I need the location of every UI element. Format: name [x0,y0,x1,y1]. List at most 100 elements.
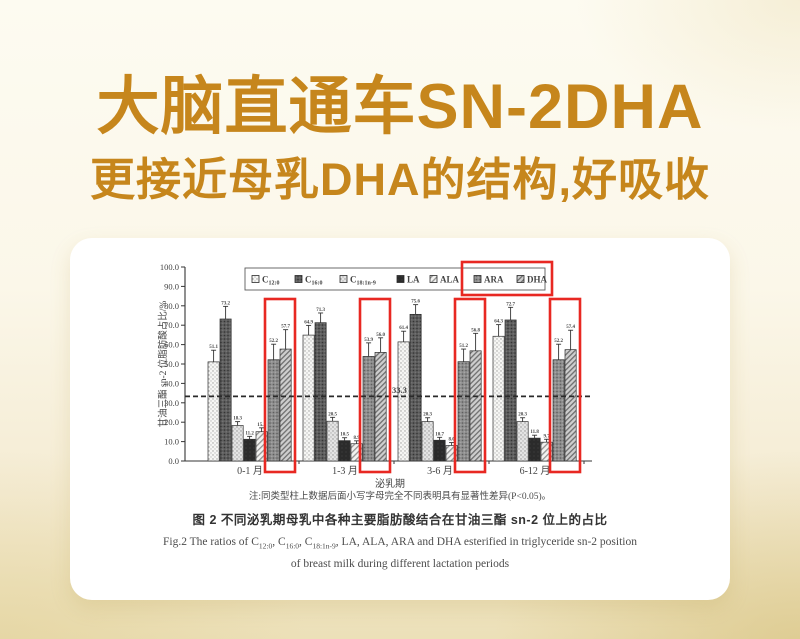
y-tick-label: 50.0 [164,359,179,369]
legend-box [244,267,546,291]
legend-marker-LA [396,275,405,283]
bar-C12:0 [302,334,315,462]
headline-sub: 更接近母乳DHA的结构,好吸收 [90,154,710,205]
bar-value-label: 11.8 [530,430,539,435]
bar-value-label: 56.8 [471,328,480,333]
bar-value-label: 57.7 [281,325,290,330]
headline-main: 大脑直通车SN-2DHA [96,72,704,142]
bar-C16:0 [219,318,232,462]
y-tick-label: 90.0 [164,281,179,291]
x-category-label: 3-6 月 [427,465,453,477]
bar-C16:0 [314,322,327,462]
bar-value-label: 64.3 [494,320,503,325]
y-tick-label: 10.0 [164,437,179,447]
bar-value-label: 51.1 [209,345,218,350]
legend-label-DHA: DHA [527,275,548,285]
bar-value-label: 75.6 [411,300,420,305]
bar-value-label: 52.2 [269,339,278,344]
bar-DHA [469,350,482,462]
x-axis-title: 泌乳期 [375,477,405,490]
y-tick-label: 60.0 [164,340,179,350]
legend-marker-ARA [473,275,482,283]
figure-caption-zh: 图 2 不同泌乳期母乳中各种主要脂肪酸结合在甘油三酯 sn-2 位上的占比 [192,513,608,527]
figure-note: 注:同类型柱上数据后面小写字母完全不同表明具有显著性差异(P<0.05)。 [248,492,552,502]
bar-ARA [362,356,375,462]
y-tick-label: 30.0 [164,398,179,408]
highlight-box-bars [548,297,582,474]
bar-value-label: 51.2 [459,344,468,349]
legend-label-ARA: ARA [484,275,504,285]
lactation-fatty-acid-bar-chart: 0.0 10.0 20.0 30.0 40.0 50.0 60.0 70.0 80.0 90.0 1… [157,260,592,490]
legend-marker-C16:0 [294,275,303,283]
highlight-box-bars [453,297,487,474]
bar-value-label: 8.9 [353,436,360,441]
y-tick-label: 0.0 [168,456,179,466]
y-tick-label: 20.0 [164,417,179,427]
bar-LA [528,437,541,462]
legend-label-C18:1n-9: C18:1n-9 [350,275,376,287]
bar-DHA [279,348,292,462]
figure-caption-en-line1: Fig.2 The ratios of C12:0, C16:0, C18:1n… [162,536,637,551]
bar-C18:1n-9 [231,425,244,462]
bar-value-label: 20.3 [518,413,527,418]
bar-value-label: 10.7 [435,432,444,437]
legend-marker-DHA [516,275,525,283]
y-tick-label: 100.0 [160,262,179,272]
y-tick-label: 80.0 [164,301,179,311]
bar-ALA [350,443,363,462]
bar-ARA [267,359,280,462]
bar-value-label: 15.1 [257,423,266,428]
y-axis-title: 甘油三酯 sn-2 位脂肪酸占比/% [157,301,169,428]
bar-DHA [564,349,577,462]
bar-LA [243,438,256,462]
bar-C18:1n-9 [516,421,529,462]
bar-DHA [374,352,387,462]
legend-label-LA: LA [407,275,420,285]
reference-line-label: 33.3 [392,385,407,395]
bar-value-label: 57.4 [566,325,575,330]
y-tick-label: 40.0 [164,378,179,388]
legend-label-C12:0: C12:0 [262,275,280,287]
bar-value-label: 72.7 [506,302,515,307]
bar-C12:0 [492,335,505,462]
legend-marker-C12:0 [251,275,260,283]
bar-value-label: 20.5 [328,412,337,417]
bar-value-label: 56.0 [376,333,385,338]
bar-value-label: 11.2 [245,431,254,436]
legend-marker-ALA [429,275,438,283]
bar-LA [433,439,446,462]
bar-value-label: 52.2 [554,339,563,344]
bar-value-label: 64.9 [304,320,313,325]
x-category-label: 1-3 月 [332,465,358,477]
bar-value-label: 8.0 [448,438,455,443]
highlight-box-bars [263,297,297,474]
bar-C16:0 [409,313,422,462]
figure-caption-en-line2: of breast milk during different lactatio… [290,558,510,570]
bar-LA [338,440,351,462]
bar-ARA [457,361,470,462]
x-category-label: 0-1 月 [237,465,263,477]
legend-label-ALA: ALA [440,275,460,285]
bar-C12:0 [397,341,410,462]
bar-ARA [552,359,565,462]
bar-value-label: 73.2 [221,301,230,306]
legend-label-C16:0: C16:0 [305,275,323,287]
bar-C12:0 [207,361,220,462]
bar-value-label: 53.9 [364,338,373,343]
bar-value-label: 61.4 [399,326,408,331]
figure-card: 0.0 10.0 20.0 30.0 40.0 50.0 60.0 70.0 80.0 90.0 1… [70,238,730,600]
y-tick-label: 70.0 [164,320,179,330]
bar-C16:0 [504,319,517,462]
bar-value-label: 20.3 [423,413,432,418]
x-category-label: 6-12 月 [520,465,551,477]
bar-value-label: 10.5 [340,433,349,438]
bar-C18:1n-9 [421,421,434,462]
bar-value-label: 9.7 [543,434,550,439]
highlight-box-bars [358,297,392,474]
highlight-box-legend [460,260,554,297]
legend-marker-C18:1n-9 [339,275,348,283]
bar-value-label: 18.3 [233,417,242,422]
bar-value-label: 71.3 [316,308,325,313]
bar-C18:1n-9 [326,420,339,462]
